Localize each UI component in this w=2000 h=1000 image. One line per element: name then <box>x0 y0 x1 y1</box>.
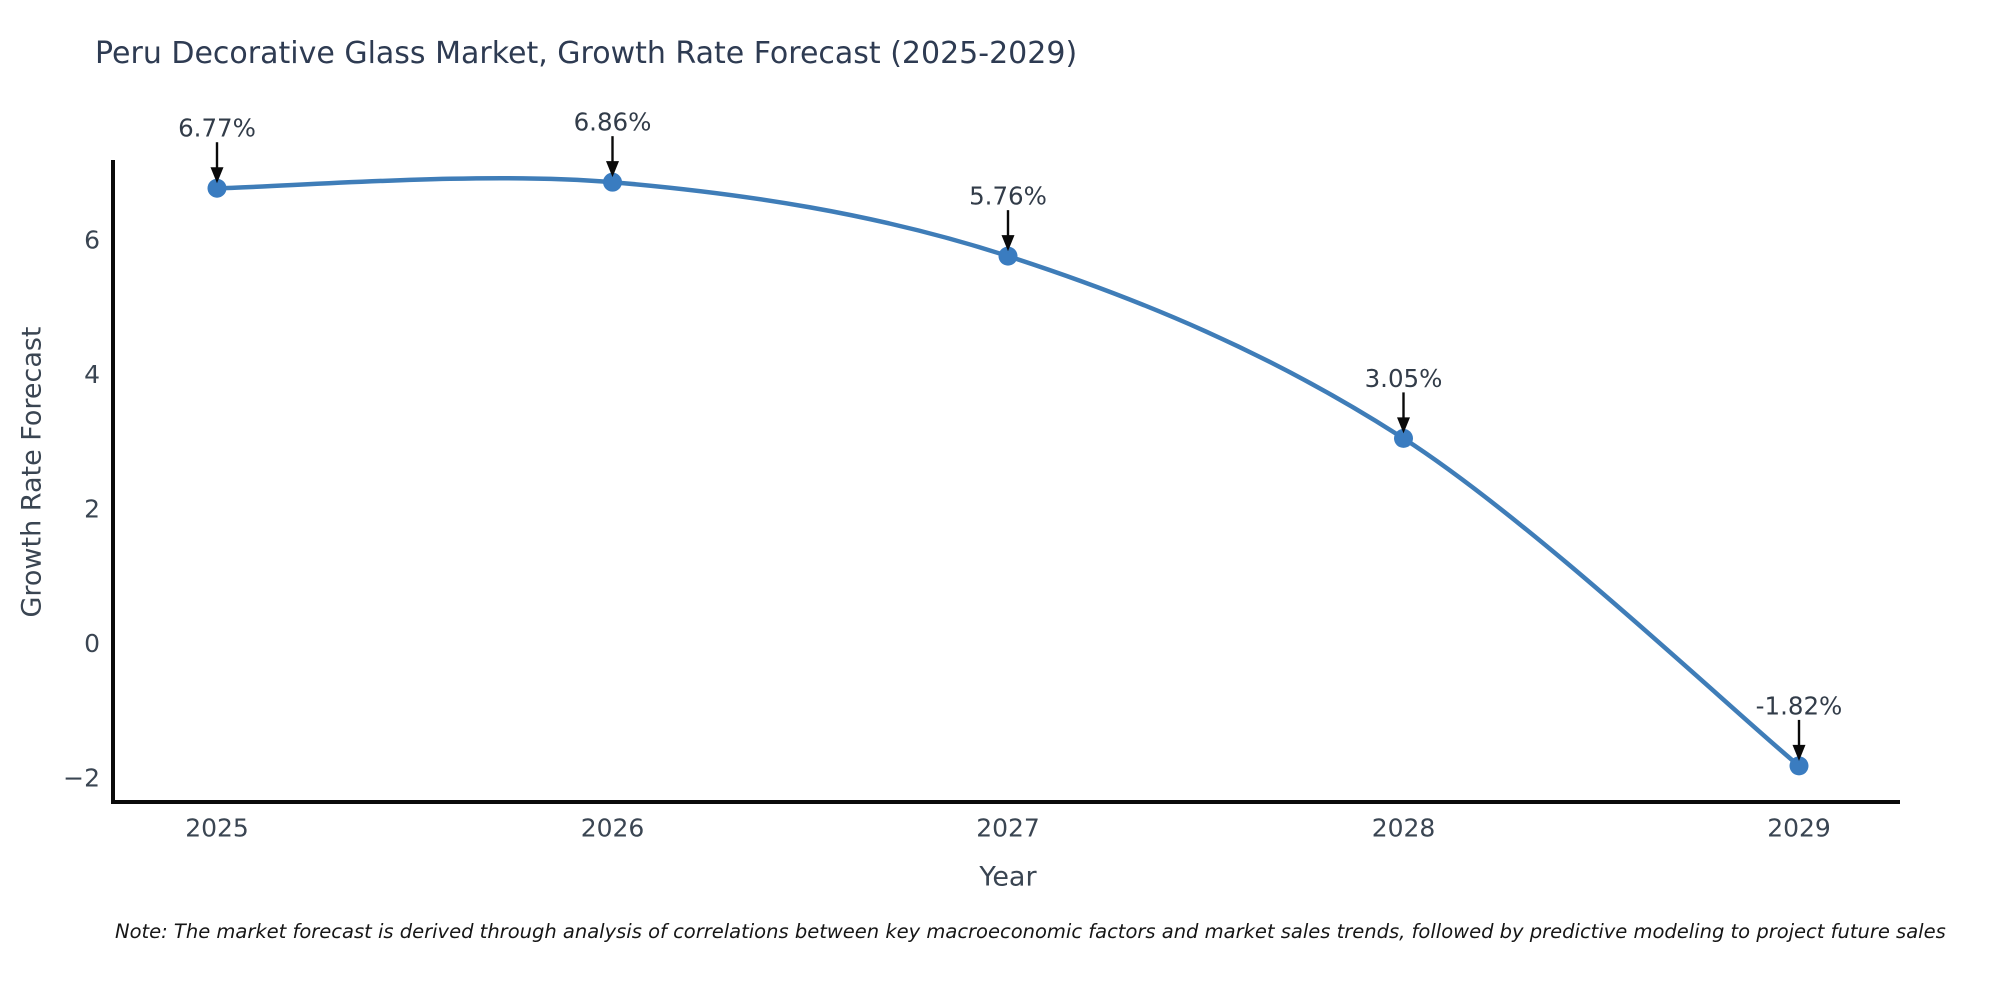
x-tick-label: 2027 <box>976 814 1040 843</box>
x-axis-label: Year <box>979 861 1037 893</box>
annotation-arrowhead-icon <box>1397 417 1410 434</box>
y-tick-label: 4 <box>84 360 100 389</box>
annotation-arrowhead-icon <box>1001 235 1015 252</box>
data-point-marker <box>603 172 622 192</box>
data-point-marker <box>1789 756 1809 776</box>
x-tick-label: 2026 <box>581 814 645 843</box>
y-tick-label: −2 <box>63 764 100 793</box>
chart-title: Peru Decorative Glass Market, Growth Rat… <box>95 36 1078 71</box>
data-point-label: 6.86% <box>574 108 652 137</box>
data-point-marker <box>207 178 227 198</box>
data-point-label: 6.77% <box>178 114 256 143</box>
data-point-marker <box>1394 428 1413 448</box>
x-tick-label: 2029 <box>1767 814 1831 843</box>
data-point-label: 5.76% <box>969 182 1047 211</box>
y-tick-label: 0 <box>84 629 100 658</box>
footnote: Note: The market forecast is derived thr… <box>115 920 1946 943</box>
data-point-marker <box>998 246 1018 266</box>
annotation-arrowhead-icon <box>210 167 224 184</box>
annotation-arrowhead-icon <box>1792 744 1806 761</box>
y-tick-label: 6 <box>84 226 100 255</box>
y-axis-label: Growth Rate Forecast <box>16 326 48 618</box>
x-tick-label: 2028 <box>1372 814 1436 843</box>
y-tick-label: 2 <box>84 495 100 524</box>
forecast-line <box>214 175 1802 769</box>
data-point-label: -1.82% <box>1756 691 1843 720</box>
x-tick-label: 2025 <box>185 814 249 843</box>
annotation-arrowhead-icon <box>606 161 619 178</box>
data-point-label: 3.05% <box>1365 364 1443 393</box>
